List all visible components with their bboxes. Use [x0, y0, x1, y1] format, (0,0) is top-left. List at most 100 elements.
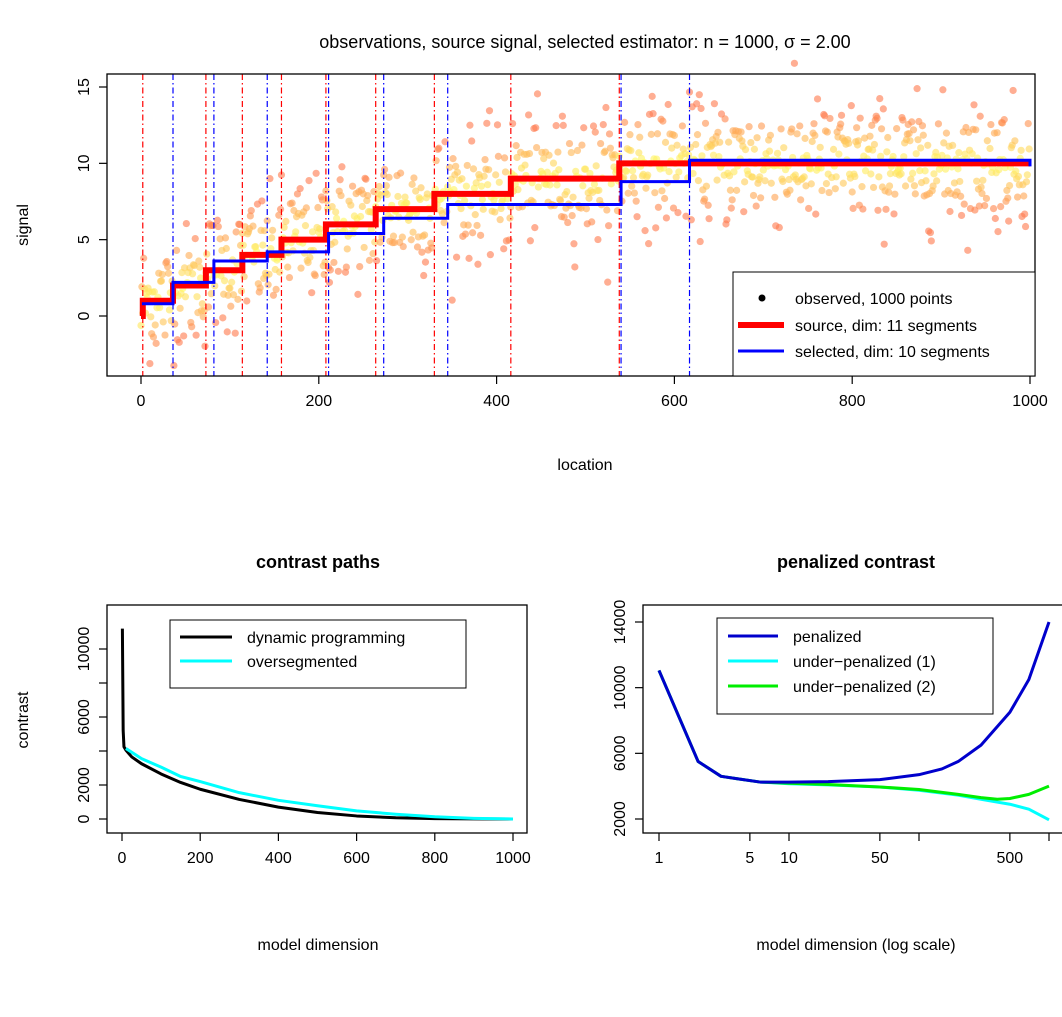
- observed-point: [621, 118, 629, 126]
- observed-point: [228, 278, 236, 286]
- observed-point: [480, 172, 488, 180]
- observed-point: [156, 303, 164, 312]
- top-x-axis: 0 200 400 600 800 1000: [137, 376, 1048, 410]
- observed-point: [790, 59, 799, 67]
- observed-point: [203, 250, 211, 258]
- observed-point: [421, 258, 430, 266]
- x-tick-label: 800: [839, 393, 866, 410]
- observed-point: [525, 149, 534, 158]
- observed-point: [750, 145, 759, 153]
- y-tick-label: 2000: [612, 801, 629, 837]
- observed-point: [463, 161, 471, 170]
- observed-point: [901, 182, 910, 190]
- observed-point: [779, 177, 787, 186]
- observed-point: [919, 131, 927, 139]
- observed-point: [851, 172, 859, 181]
- observed-point: [259, 241, 267, 249]
- top-plot-frame: [106, 73, 1036, 377]
- observed-point: [946, 207, 954, 216]
- observed-point: [941, 165, 950, 173]
- observed-point: [813, 95, 822, 103]
- observed-point: [630, 189, 638, 197]
- legend-observed: observed, 1000 points: [795, 291, 952, 308]
- observed-point: [875, 173, 883, 181]
- observed-point: [930, 170, 938, 178]
- observed-point: [694, 177, 703, 185]
- observed-point: [237, 287, 246, 295]
- x-tick-label: 200: [305, 393, 332, 410]
- observed-point: [246, 212, 254, 220]
- observed-point: [874, 206, 882, 214]
- observed-point: [581, 165, 590, 173]
- observed-point: [800, 173, 808, 181]
- observed-point: [825, 188, 833, 197]
- observed-point: [331, 238, 339, 246]
- observed-point: [432, 157, 440, 165]
- observed-point: [756, 173, 764, 181]
- observed-point: [810, 120, 818, 128]
- observed-point: [906, 137, 914, 145]
- observed-point: [1005, 217, 1013, 225]
- observed-point: [1023, 171, 1031, 179]
- observed-point: [308, 289, 316, 297]
- observed-point: [563, 187, 571, 196]
- observed-point: [602, 103, 610, 112]
- observed-point: [371, 238, 379, 246]
- observed-point: [457, 205, 465, 213]
- observed-point: [182, 219, 190, 228]
- observed-point: [495, 178, 503, 186]
- observed-point: [661, 138, 670, 146]
- observed-point: [648, 92, 656, 100]
- observed-point: [328, 203, 336, 211]
- observed-point: [413, 243, 422, 251]
- dynamic-programming-line: [120, 628, 514, 821]
- legend-oversegmented: oversegmented: [247, 654, 357, 671]
- observed-point: [275, 211, 283, 219]
- observed-point: [926, 228, 935, 237]
- observed-point: [749, 191, 758, 200]
- observed-point: [176, 304, 184, 312]
- observed-point: [420, 231, 429, 239]
- observed-point: [320, 270, 328, 279]
- legend-point-symbol: [758, 294, 766, 302]
- observed-point: [975, 202, 983, 210]
- observed-point: [822, 179, 831, 188]
- observed-point: [360, 243, 368, 252]
- observed-point: [877, 125, 886, 133]
- observed-point: [956, 177, 964, 186]
- observed-point: [591, 128, 599, 136]
- observed-point: [970, 101, 978, 109]
- observed-point: [989, 205, 998, 213]
- observed-point: [521, 161, 529, 169]
- observed-point: [773, 149, 782, 157]
- y-tick-label: 10000: [612, 665, 629, 710]
- observed-point: [164, 269, 173, 277]
- observed-point: [968, 150, 976, 158]
- observed-point: [797, 196, 805, 204]
- observed-point: [474, 260, 482, 268]
- observed-point: [635, 149, 643, 157]
- observed-point: [428, 244, 436, 252]
- observed-point: [540, 155, 548, 163]
- observed-point: [219, 314, 227, 322]
- observed-point: [716, 138, 724, 146]
- observed-point: [652, 224, 660, 232]
- observed-point: [195, 257, 203, 265]
- observed-point: [786, 186, 794, 194]
- observed-point: [927, 237, 935, 245]
- observed-point: [472, 179, 480, 187]
- x-tick-label: 0: [118, 850, 127, 867]
- observed-point: [180, 332, 188, 340]
- observed-point: [297, 264, 305, 272]
- observed-point: [149, 333, 158, 341]
- observed-point: [306, 253, 314, 262]
- observed-point: [452, 162, 460, 170]
- observed-point: [569, 193, 577, 201]
- observed-point: [604, 278, 612, 286]
- observed-point: [826, 114, 834, 123]
- observed-point: [672, 173, 680, 181]
- contrast-paths-title: contrast paths: [256, 552, 380, 572]
- observed-point: [603, 206, 611, 214]
- observed-point: [226, 284, 234, 292]
- observed-point: [452, 253, 461, 261]
